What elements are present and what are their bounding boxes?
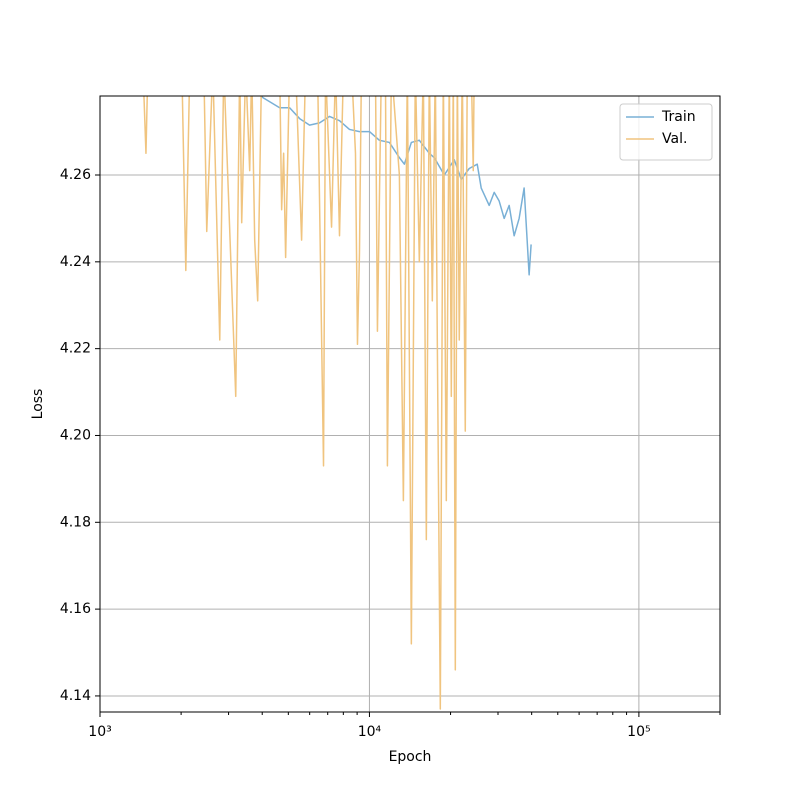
series-line — [143, 96, 475, 710]
y-axis-label: Loss — [30, 389, 46, 420]
y-tick-label: 4.20 — [60, 427, 91, 443]
x-axis-label: Epoch — [389, 749, 432, 765]
x-tick-label: 10⁴ — [358, 724, 382, 740]
x-tick-label: 10³ — [88, 724, 111, 740]
axes-frame — [99, 95, 721, 713]
plot-area — [143, 96, 532, 710]
y-tick-label: 4.14 — [60, 688, 91, 704]
y-tick-label: 4.22 — [60, 341, 91, 357]
y-tick-label: 4.26 — [60, 167, 91, 183]
x-tick-label: 10⁵ — [627, 724, 650, 740]
y-tick-label: 4.18 — [60, 514, 91, 530]
y-tick-label: 4.16 — [60, 601, 91, 617]
legend-label: Train — [661, 109, 696, 125]
legend: Train Val. — [619, 103, 713, 161]
legend-box — [619, 103, 713, 161]
y-tick-label: 4.24 — [60, 254, 91, 270]
legend-label: Val. — [662, 131, 687, 147]
